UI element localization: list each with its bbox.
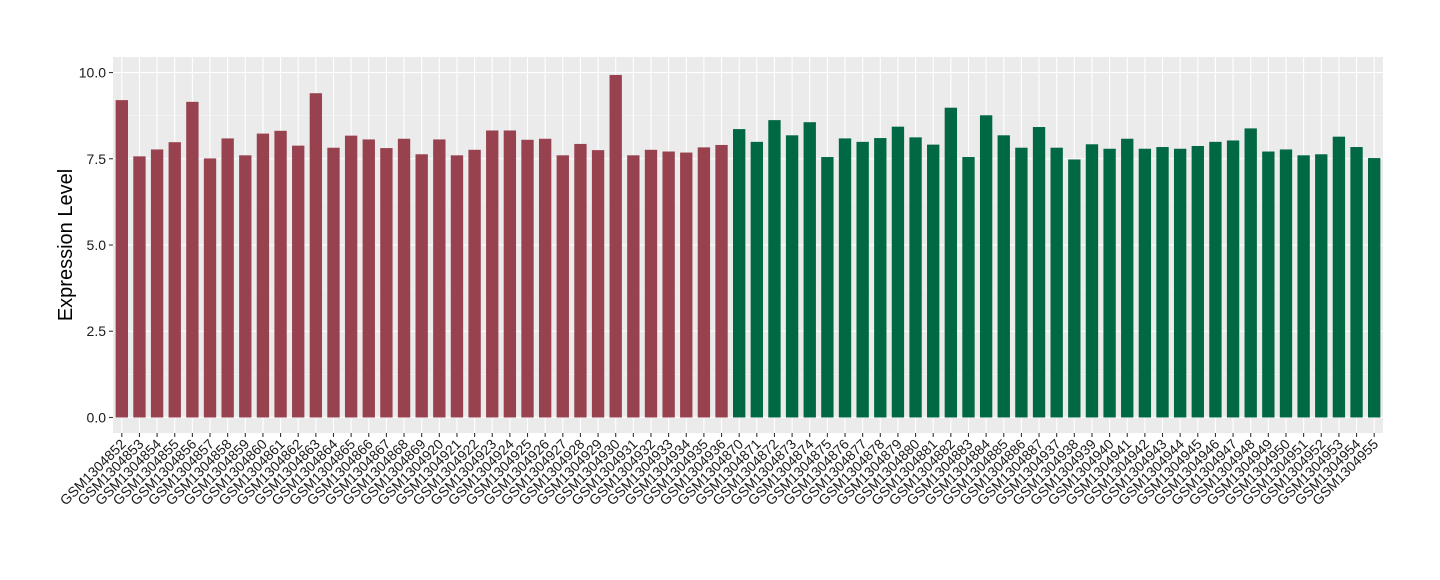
bar — [803, 122, 816, 418]
bar — [591, 150, 605, 418]
bar — [1262, 151, 1275, 418]
bar — [1191, 145, 1204, 418]
bar — [838, 138, 852, 418]
bar — [1068, 159, 1081, 418]
bar — [1121, 138, 1134, 418]
y-tick-label: 0.0 — [87, 409, 107, 425]
y-tick-label: 2.5 — [87, 323, 107, 339]
bar — [997, 135, 1010, 418]
bar — [433, 139, 446, 418]
bar — [239, 155, 252, 418]
bar — [1032, 127, 1046, 418]
bar — [1103, 148, 1116, 418]
bar — [415, 154, 428, 418]
bars — [115, 74, 1381, 418]
bar — [274, 130, 287, 418]
x-axis: GSM1304852GSM1304853GSM1304854GSM1304855… — [57, 433, 1381, 508]
bar — [609, 74, 622, 418]
bar — [327, 147, 340, 418]
bar — [715, 144, 728, 418]
bar — [768, 120, 781, 418]
bar — [133, 156, 146, 418]
bar — [1085, 144, 1099, 418]
y-axis: 0.0 2.5 5.0 7.5 10.0 — [79, 65, 113, 425]
bar — [962, 157, 975, 418]
bar — [168, 142, 181, 418]
bar — [503, 130, 517, 418]
bar — [256, 133, 270, 418]
bar — [574, 143, 587, 418]
bar — [380, 148, 393, 418]
bar — [733, 129, 746, 418]
bar — [856, 141, 869, 418]
bar — [662, 151, 675, 418]
bar — [450, 155, 464, 418]
bar — [1156, 147, 1169, 418]
bar — [697, 147, 711, 418]
bar — [397, 138, 411, 418]
bar — [556, 155, 569, 418]
bar — [521, 139, 534, 418]
bar — [750, 141, 763, 418]
bar — [891, 126, 905, 418]
bar — [203, 158, 217, 418]
bar — [909, 137, 922, 418]
bar — [1015, 147, 1028, 418]
y-axis-title: Expression Level — [55, 169, 77, 321]
bar — [1173, 148, 1187, 418]
bar — [944, 107, 958, 418]
bar — [785, 135, 799, 418]
bar — [1368, 158, 1381, 418]
bar — [1350, 147, 1363, 418]
y-tick-label: 7.5 — [87, 151, 107, 167]
bar — [486, 130, 499, 418]
bar — [344, 135, 358, 418]
bar — [1226, 140, 1240, 418]
bar — [644, 149, 658, 418]
bar — [627, 155, 640, 418]
bar — [927, 144, 940, 418]
y-tick-label: 5.0 — [87, 237, 107, 253]
bar — [115, 100, 128, 418]
bar — [221, 138, 234, 418]
bar — [1315, 154, 1328, 418]
bar — [680, 152, 693, 418]
bar — [821, 157, 834, 418]
bar — [1209, 141, 1222, 418]
y-tick-label: 10.0 — [79, 65, 106, 81]
bar — [874, 138, 887, 418]
bar — [1138, 148, 1152, 418]
bar — [468, 149, 481, 418]
bar — [150, 149, 164, 418]
bar — [186, 101, 199, 418]
bar — [1279, 149, 1293, 418]
bar — [1050, 147, 1063, 418]
bar — [538, 138, 552, 418]
bar — [309, 93, 323, 418]
bar — [1332, 136, 1346, 418]
bar — [292, 145, 305, 418]
bar — [979, 115, 993, 418]
bar — [1297, 155, 1310, 418]
bar — [1244, 128, 1257, 418]
bar — [362, 139, 375, 418]
